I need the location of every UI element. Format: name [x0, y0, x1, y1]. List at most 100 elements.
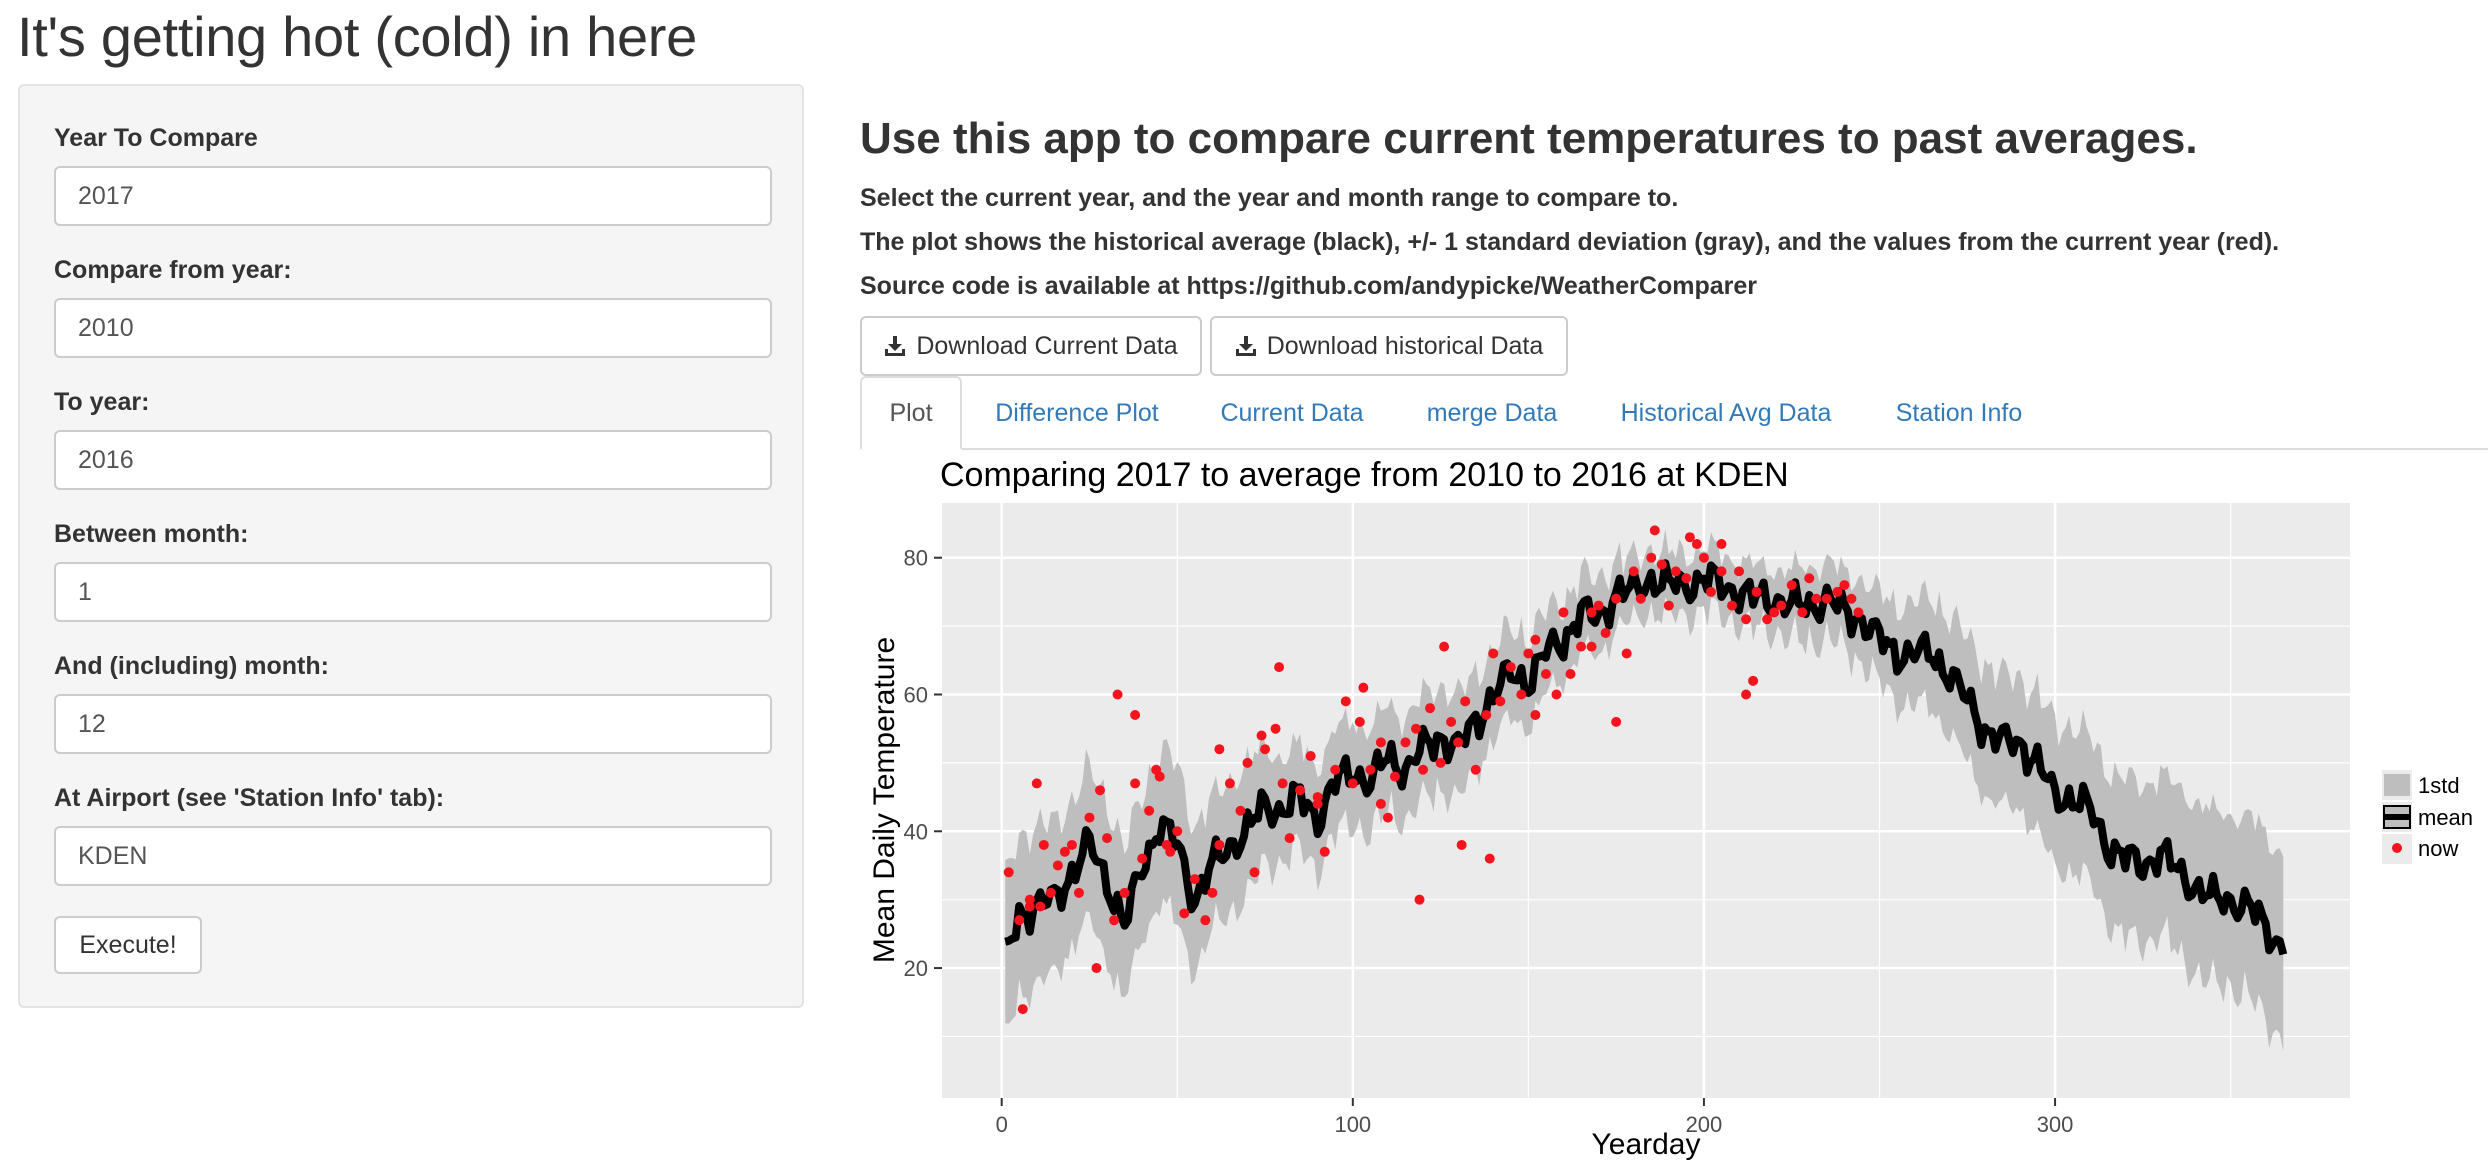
now-point	[1446, 716, 1457, 727]
now-point	[1611, 593, 1622, 604]
now-point	[1414, 894, 1425, 905]
now-point	[1418, 764, 1429, 775]
now-point	[1151, 764, 1162, 775]
now-point	[1656, 559, 1667, 570]
now-point	[1014, 915, 1025, 926]
between-month-input[interactable]	[54, 562, 772, 622]
y-axis-label: Mean Daily Temperature	[868, 637, 901, 963]
now-point	[1435, 757, 1446, 768]
x-axis-ticks: 0 100 200 300	[996, 1098, 2073, 1137]
now-point	[1066, 839, 1077, 850]
tab-current-data[interactable]: Current Data	[1220, 398, 1364, 427]
std-band	[1005, 529, 2284, 1052]
y-axis-ticks: 20 40 60 80	[904, 546, 942, 981]
now-point	[1530, 634, 1541, 645]
now-point	[1312, 792, 1323, 803]
now-point	[1551, 689, 1562, 700]
now-point	[1540, 668, 1551, 679]
now-point	[1741, 614, 1752, 625]
now-point	[1295, 785, 1306, 796]
airport-input[interactable]	[54, 826, 772, 886]
now-point	[1769, 607, 1780, 618]
tab-plot[interactable]: Plot	[860, 376, 962, 450]
now-point	[1516, 689, 1527, 700]
y-tick-label: 60	[904, 682, 928, 707]
now-point	[1144, 805, 1155, 816]
now-point	[1611, 716, 1622, 727]
now-point	[1628, 566, 1639, 577]
download-historical-button[interactable]: Download historical Data	[1210, 316, 1568, 376]
now-point	[1786, 580, 1797, 591]
now-point	[1059, 846, 1070, 857]
to-year-input[interactable]	[54, 430, 772, 490]
now-point	[1319, 846, 1330, 857]
now-point	[1425, 703, 1436, 714]
now-point	[1505, 662, 1516, 673]
and-month-input[interactable]	[54, 694, 772, 754]
y-tick-label: 40	[904, 819, 928, 844]
now-points	[1003, 525, 1864, 1015]
now-point	[1684, 532, 1695, 543]
tab-historical-avg-data[interactable]: Historical Avg Data	[1620, 398, 1832, 427]
now-point	[1839, 580, 1850, 591]
legend-label-now: now	[2418, 836, 2458, 861]
now-point	[1456, 839, 1467, 850]
x-tick-label: 0	[996, 1112, 1008, 1137]
field-label-airport: At Airport (see 'Station Info' tab):	[54, 784, 445, 812]
now-point	[1741, 689, 1752, 700]
now-point	[1470, 764, 1481, 775]
now-point	[1161, 839, 1172, 850]
now-point	[1172, 826, 1183, 837]
now-point	[1558, 607, 1569, 618]
now-point	[1484, 853, 1495, 864]
now-point	[1748, 675, 1759, 686]
now-point	[1189, 874, 1200, 885]
now-point	[1698, 552, 1709, 563]
now-point	[1249, 867, 1260, 878]
now-point	[1716, 539, 1727, 550]
chart-title: Comparing 2017 to average from 2010 to 2…	[940, 456, 1789, 494]
tab-merge-data[interactable]: merge Data	[1426, 398, 1558, 427]
tab-bar-line	[860, 448, 2488, 450]
now-point	[1495, 696, 1506, 707]
now-point	[1084, 812, 1095, 823]
field-label-to-year: To year:	[54, 388, 150, 416]
now-point	[1224, 778, 1235, 789]
now-point	[1727, 600, 1738, 611]
field-label-and-month: And (including) month:	[54, 652, 329, 680]
now-point	[1716, 566, 1727, 577]
x-axis-label: Yearday	[1592, 1128, 1701, 1160]
now-point	[1260, 744, 1271, 755]
now-point	[1853, 607, 1864, 618]
now-point	[1670, 566, 1681, 577]
now-point	[1691, 539, 1702, 550]
now-point	[1593, 600, 1604, 611]
now-point	[1119, 887, 1130, 898]
from-year-input[interactable]	[54, 298, 772, 358]
now-point	[1137, 853, 1148, 864]
now-point	[1130, 710, 1141, 721]
now-point	[1214, 839, 1225, 850]
now-point	[1354, 716, 1365, 727]
compare-year-input[interactable]	[54, 166, 772, 226]
now-point	[1811, 593, 1822, 604]
now-point	[1305, 751, 1316, 762]
now-point	[1481, 710, 1492, 721]
app-title: It's getting hot (cold) in here	[17, 5, 697, 68]
mean-line	[1004, 559, 2288, 956]
now-point	[1734, 566, 1745, 577]
now-point	[1073, 887, 1084, 898]
now-point	[1277, 778, 1288, 789]
now-point	[1600, 627, 1611, 638]
tab-station-info[interactable]: Station Info	[1895, 398, 2023, 427]
now-point	[1530, 710, 1541, 721]
now-point	[1460, 696, 1471, 707]
execute-button[interactable]: Execute!	[54, 916, 202, 974]
now-point	[1646, 552, 1657, 563]
now-point	[1705, 586, 1716, 597]
now-point	[1130, 778, 1141, 789]
tab-difference-plot[interactable]: Difference Plot	[995, 398, 1159, 427]
download-current-button[interactable]: Download Current Data	[860, 316, 1202, 376]
legend-label-1std: 1std	[2418, 773, 2460, 798]
now-point	[1375, 798, 1386, 809]
